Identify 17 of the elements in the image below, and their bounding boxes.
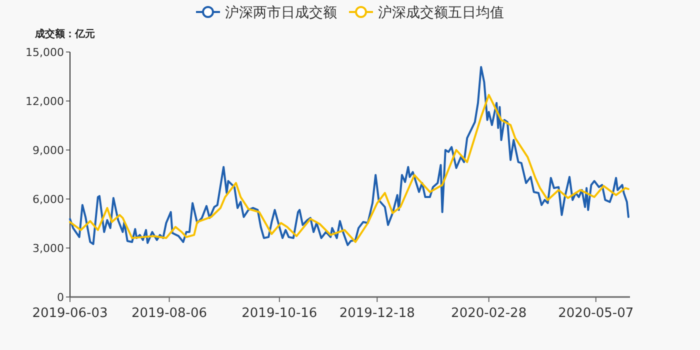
x-tick-label: 2020-05-07 [558, 306, 634, 321]
y-tick-label: 6,000 [32, 193, 64, 206]
line-series [69, 94, 630, 243]
x-tick-label: 2019-06-03 [32, 306, 108, 321]
y-tick-label: 9,000 [32, 144, 64, 157]
y-tick-label: 0 [57, 291, 64, 304]
y-tick-label: 12,000 [26, 95, 64, 108]
legend-label: 沪深两市日成交额 [225, 5, 337, 21]
y-axis-title: 成交额：亿元 [34, 28, 95, 40]
x-tick-label: 2020-02-28 [451, 306, 527, 321]
line-series [69, 66, 630, 246]
y-tick-label: 3,000 [32, 242, 64, 255]
legend-label: 沪深成交额五日均值 [378, 5, 504, 21]
x-tick-label: 2019-10-16 [242, 306, 318, 321]
x-tick-label: 2019-12-18 [339, 306, 415, 321]
y-tick-label: 15,000 [26, 46, 64, 59]
x-tick-label: 2019-08-06 [132, 306, 208, 321]
